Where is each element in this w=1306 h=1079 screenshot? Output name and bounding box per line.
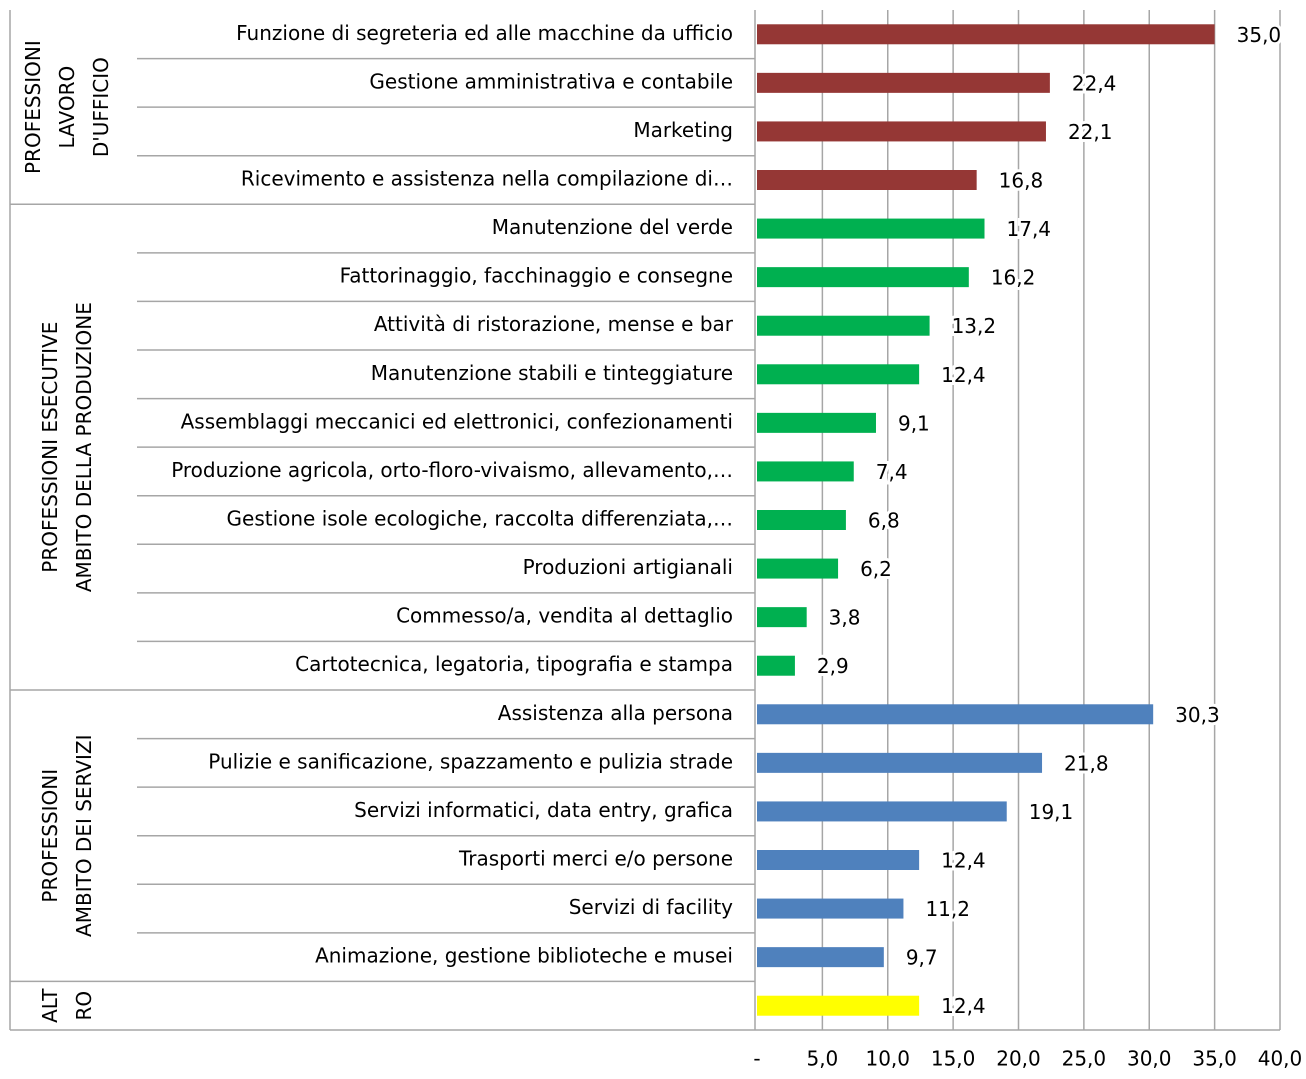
category-label: Gestione isole ecologiche, raccolta diff… — [227, 507, 733, 531]
bar — [757, 655, 795, 676]
category-label: Servizi di facility — [569, 895, 733, 919]
category-label: Attività di ristorazione, mense e bar — [374, 312, 734, 336]
value-label: 22,4 — [1072, 71, 1117, 95]
category-label: Assistenza alla persona — [498, 701, 733, 725]
group-label: PROFESSIONI — [38, 769, 62, 903]
bar — [757, 218, 985, 239]
bar — [757, 170, 977, 190]
category-label: Commesso/a, vendita al dettaglio — [396, 604, 733, 628]
value-label: 13,2 — [952, 314, 997, 338]
bar — [757, 121, 1046, 142]
group-label: D'UFFICIO — [89, 57, 113, 157]
group-label: ALT — [38, 988, 62, 1023]
category-label: Assemblaggi meccanici ed elettronici, co… — [181, 409, 733, 433]
value-label: 2,9 — [817, 654, 849, 678]
x-tick-label: - — [753, 1047, 760, 1071]
bar — [757, 607, 807, 628]
value-label: 9,7 — [906, 946, 938, 970]
bar — [757, 267, 969, 288]
x-tick-label: 25,0 — [1062, 1047, 1107, 1071]
bar — [757, 752, 1043, 773]
category-label: Fattorinaggio, facchinaggio e consegne — [340, 264, 733, 288]
bar — [757, 24, 1215, 45]
category-label: Animazione, gestione biblioteche e musei — [315, 944, 733, 968]
bar — [757, 364, 920, 385]
value-label: 35,0 — [1237, 23, 1282, 47]
group-label: RO — [72, 991, 96, 1021]
bar — [757, 412, 876, 433]
x-tick-label: 5,0 — [806, 1047, 838, 1071]
group-label: PROFESSIONI — [21, 40, 45, 174]
value-label: 22,1 — [1068, 120, 1113, 144]
bar — [757, 72, 1050, 93]
x-tick-label: 35,0 — [1192, 1047, 1237, 1071]
value-label: 9,1 — [898, 411, 930, 435]
category-label: Funzione di segreteria ed alle macchine … — [236, 21, 733, 45]
category-label: Manutenzione del verde — [492, 215, 733, 239]
category-label: Marketing — [633, 118, 733, 142]
value-label: 7,4 — [876, 460, 908, 484]
category-label: Cartotecnica, legatoria, tipografia e st… — [295, 652, 733, 676]
category-label: Produzioni artigianali — [523, 555, 733, 579]
value-label: 21,8 — [1064, 751, 1109, 775]
bar — [757, 558, 839, 579]
value-label: 12,4 — [941, 363, 986, 387]
value-label: 17,4 — [1007, 217, 1052, 241]
bar — [757, 704, 1154, 725]
category-label: Ricevimento e assistenza nella compilazi… — [241, 167, 733, 191]
value-label: 16,2 — [991, 266, 1036, 290]
bar — [757, 850, 920, 870]
bar — [757, 315, 930, 336]
bar — [757, 898, 904, 919]
bar — [757, 461, 854, 482]
x-tick-label: 40,0 — [1258, 1047, 1303, 1071]
x-tick-label: 15,0 — [931, 1047, 976, 1071]
value-label: 6,8 — [868, 509, 900, 533]
group-label: LAVORO — [55, 66, 79, 149]
group-label: PROFESSIONI ESECUTIVE — [38, 322, 62, 573]
value-label: 3,8 — [829, 606, 861, 630]
value-label: 12,4 — [941, 994, 986, 1018]
bar — [757, 947, 884, 968]
category-label: Servizi informatici, data entry, grafica — [354, 798, 733, 822]
x-tick-label: 20,0 — [996, 1047, 1041, 1071]
x-tick-label: 10,0 — [865, 1047, 910, 1071]
bar — [757, 995, 920, 1016]
value-label: 19,1 — [1029, 800, 1074, 824]
value-label: 11,2 — [925, 897, 970, 921]
category-label: Produzione agricola, orto-floro-vivaismo… — [171, 458, 733, 482]
bar — [757, 801, 1007, 822]
group-label: AMBITO DEI SERVIZI — [72, 734, 96, 936]
category-label: Trasporti merci e/o persone — [458, 847, 733, 871]
value-label: 12,4 — [941, 849, 986, 873]
group-label: AMBITO DELLA PRODUZIONE — [72, 302, 96, 592]
value-label: 6,2 — [860, 557, 892, 581]
category-label: Manutenzione stabili e tinteggiature — [371, 361, 733, 385]
category-label: Gestione amministrativa e contabile — [369, 69, 733, 93]
category-label: Pulizie e sanificazione, spazzamento e p… — [208, 749, 733, 773]
value-label: 30,3 — [1175, 703, 1220, 727]
value-label: 16,8 — [999, 169, 1044, 193]
x-tick-label: 30,0 — [1127, 1047, 1172, 1071]
bar — [757, 510, 846, 530]
